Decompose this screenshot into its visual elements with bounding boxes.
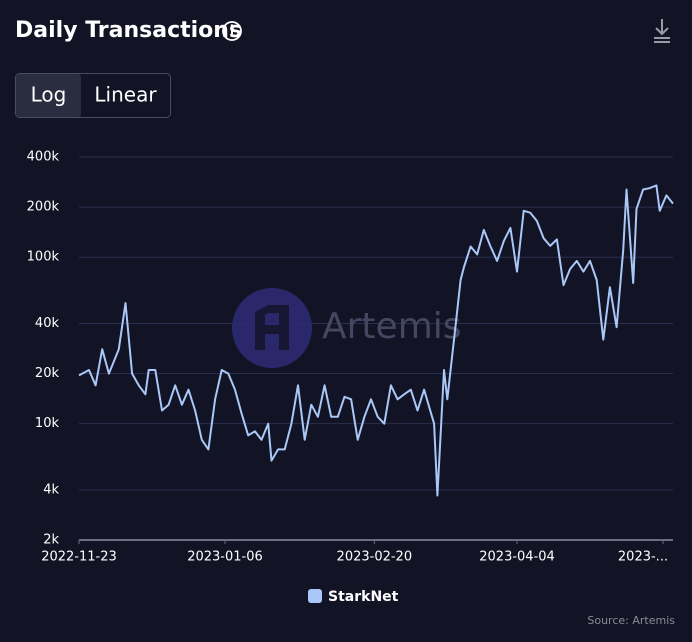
scale-button-label[interactable]: Linear [94,83,157,107]
y-tick-label: 100k [27,250,60,265]
source-note: Source: Artemis [587,614,675,627]
x-tick-label: 2023-04-04 [479,550,555,565]
watermark: Artemis [232,288,462,368]
scale-toggle: Log Linear [15,73,171,118]
y-tick-label: 10k [35,416,60,431]
chart-title: Daily Transactions [15,18,242,43]
y-tick-label: 40k [35,316,60,331]
toggle-border [15,73,171,118]
scale-button[interactable] [16,74,81,117]
y-tick-label: 4k [43,482,59,497]
legend-label: StarkNet [328,589,399,605]
scale-button-label[interactable]: Log [31,83,67,107]
download-icon[interactable] [654,19,670,43]
y-tick-label: 400k [27,150,60,165]
series-line [78,184,674,497]
info-icon[interactable] [222,21,242,41]
y-tick-label: 20k [35,366,60,381]
x-tick-label: 2022-11-23 [41,550,117,565]
y-tick-label: 2k [43,533,59,548]
x-tick-label: 2023-... [618,550,668,565]
x-tick-label: 2023-01-06 [187,550,263,565]
y-tick-label: 200k [27,200,60,215]
x-tick-label: 2023-02-20 [337,550,413,565]
watermark-text: Artemis [322,306,462,347]
legend-swatch [308,589,322,603]
